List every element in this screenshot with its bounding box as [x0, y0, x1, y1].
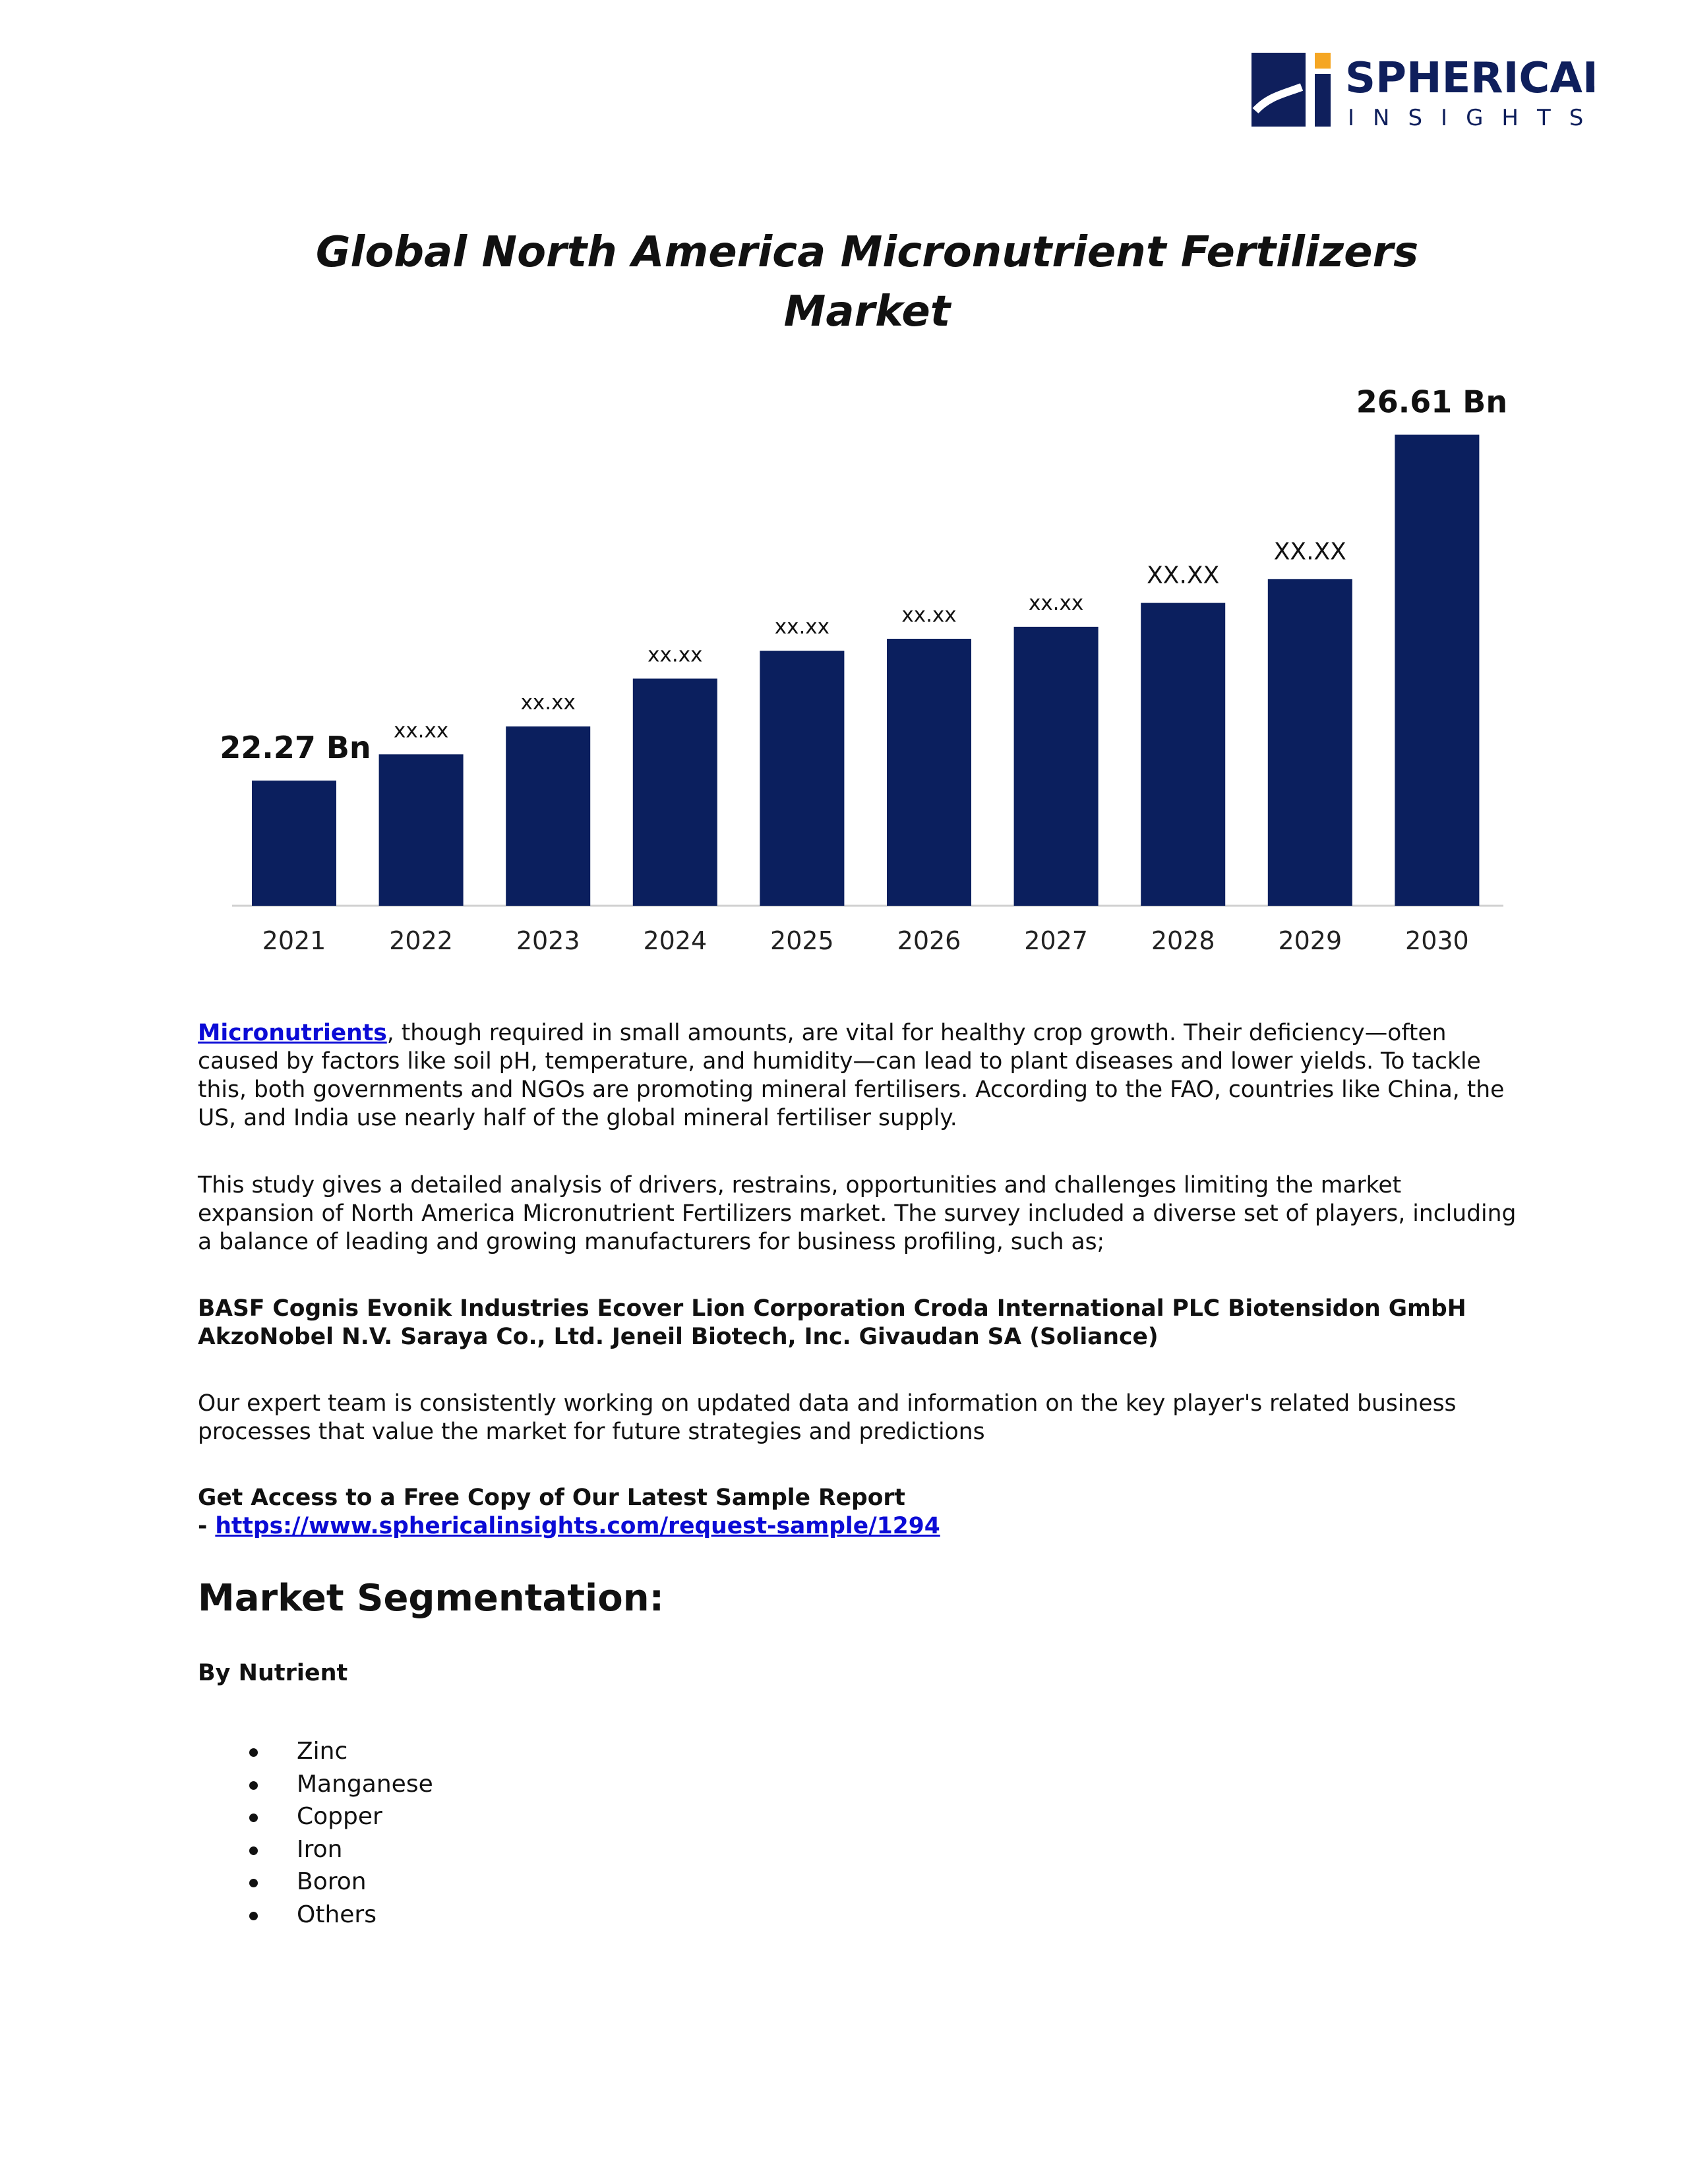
- data-label: xx.xx: [394, 719, 448, 742]
- x-tick-label: 2025: [770, 926, 834, 955]
- sample-heading: Get Access to a Free Copy of Our Latest …: [198, 1485, 905, 1511]
- bar-2022: [378, 754, 464, 906]
- x-tick-label: 2030: [1405, 926, 1469, 955]
- data-label: xx.xx: [775, 615, 829, 639]
- data-label: xx.xx: [648, 643, 702, 666]
- segmentation-title: Market Segmentation:: [198, 1577, 664, 1620]
- bar-2021: [252, 781, 336, 906]
- list-item: Boron: [198, 1866, 433, 1899]
- spherical-insights-logo: SPHERICAL INSIGHTS: [1251, 53, 1594, 129]
- bars-group: 2021 22.27 Bn 2022 xx.xx 2023 xx.xx 2024 xx.xx 2…: [220, 384, 1507, 955]
- players-paragraph: BASF Cognis Evonik Industries Ecover Lio…: [198, 1295, 1517, 1351]
- sample-link[interactable]: https://www.sphericalinsights.com/reques…: [215, 1513, 940, 1539]
- intro-text: , though required in small amounts, are …: [198, 1020, 1505, 1131]
- data-label: 22.27 Bn: [220, 730, 371, 765]
- x-tick-label: 2022: [389, 926, 453, 955]
- bar-2026: [887, 638, 971, 906]
- by-nutrient-heading: By Nutrient: [198, 1660, 348, 1686]
- list-item: Others: [198, 1899, 433, 1932]
- logo-accent-square: [1315, 53, 1331, 69]
- sample-dash: -: [198, 1513, 216, 1539]
- data-label: xx.xx: [901, 603, 956, 627]
- bar-2028: [1141, 603, 1226, 906]
- logo-name: SPHERICAL: [1345, 54, 1594, 103]
- micronutrients-link[interactable]: Micronutrients: [198, 1020, 387, 1046]
- study-paragraph: This study gives a detailed analysis of …: [198, 1171, 1517, 1256]
- expert-paragraph: Our expert team is consistently working …: [198, 1390, 1517, 1446]
- bar-2023: [506, 726, 591, 906]
- data-label: xx.xx: [521, 691, 576, 715]
- x-tick-label: 2023: [516, 926, 580, 955]
- bar-2029: [1267, 579, 1352, 906]
- study-text: This study gives a detailed analysis of …: [198, 1172, 1517, 1255]
- x-tick-label: 2021: [262, 926, 326, 955]
- chart-title-line-1: Global North America Micronutrient Ferti…: [316, 228, 1418, 277]
- bar-2024: [632, 678, 717, 906]
- sample-section: Get Access to a Free Copy of Our Latest …: [198, 1484, 1517, 1541]
- data-label: 26.61 Bn: [1356, 384, 1507, 419]
- x-tick-label: 2024: [643, 926, 707, 955]
- data-label: XX.XX: [1147, 562, 1219, 589]
- chart-title-line-2: Market: [784, 287, 952, 336]
- nutrient-list: Zinc Manganese Copper Iron Boron Others: [198, 1735, 433, 1932]
- list-item: Iron: [198, 1833, 433, 1866]
- data-label: xx.xx: [1029, 591, 1083, 615]
- list-item: Copper: [198, 1800, 433, 1833]
- list-item: Zinc: [198, 1735, 433, 1768]
- list-item: Manganese: [198, 1768, 433, 1801]
- logo-subtitle: INSIGHTS: [1348, 105, 1594, 129]
- market-bar-chart: Global North America Micronutrient Ferti…: [220, 228, 1507, 955]
- bar-2030: [1395, 434, 1480, 906]
- x-tick-label: 2028: [1151, 926, 1215, 955]
- bar-2027: [1013, 626, 1099, 906]
- bar-2025: [760, 651, 845, 906]
- x-tick-label: 2029: [1278, 926, 1342, 955]
- players-text: BASF Cognis Evonik Industries Ecover Lio…: [198, 1295, 1466, 1350]
- intro-paragraph: Micronutrients, though required in small…: [198, 1019, 1517, 1133]
- logo-bar: [1315, 74, 1331, 127]
- expert-text: Our expert team is consistently working …: [198, 1390, 1457, 1445]
- x-tick-label: 2026: [897, 926, 961, 955]
- x-tick-label: 2027: [1024, 926, 1088, 955]
- data-label: XX.XX: [1274, 538, 1346, 565]
